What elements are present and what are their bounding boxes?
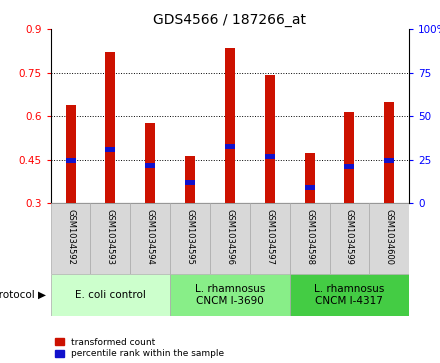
Legend: transformed count, percentile rank within the sample: transformed count, percentile rank withi… [55,338,224,359]
Bar [265,154,275,159]
Bar [225,48,235,203]
Bar [170,203,210,274]
Text: GSM1034596: GSM1034596 [225,209,235,265]
Bar [145,163,155,168]
Bar [384,158,394,163]
Bar [345,164,354,169]
Text: GSM1034598: GSM1034598 [305,209,314,265]
Bar [185,156,195,203]
Bar [250,203,290,274]
Bar [66,158,76,163]
Text: L. rhamnosus
CNCM I-4317: L. rhamnosus CNCM I-4317 [314,284,385,306]
Bar [345,112,354,203]
Title: GDS4566 / 187266_at: GDS4566 / 187266_at [154,13,306,26]
Bar [106,147,115,152]
Bar [384,102,394,203]
Bar [51,203,91,274]
Bar [185,180,195,185]
Bar [170,274,290,316]
Bar [51,274,170,316]
Bar [225,144,235,149]
Bar [210,203,250,274]
Bar [330,203,369,274]
Text: GSM1034597: GSM1034597 [265,209,274,265]
Bar [106,52,115,203]
Text: GSM1034594: GSM1034594 [146,209,155,265]
Bar [304,185,315,190]
Bar [265,75,275,203]
Bar [145,123,155,203]
Bar [304,153,315,203]
Bar [369,203,409,274]
Text: L. rhamnosus
CNCM I-3690: L. rhamnosus CNCM I-3690 [195,284,265,306]
Bar [91,203,130,274]
Text: GSM1034593: GSM1034593 [106,209,115,265]
Bar [130,203,170,274]
Text: protocol ▶: protocol ▶ [0,290,46,300]
Bar [290,203,330,274]
Text: GSM1034592: GSM1034592 [66,209,75,265]
Bar [66,105,76,203]
Text: GSM1034595: GSM1034595 [186,209,194,265]
Text: E. coli control: E. coli control [75,290,146,300]
Text: GSM1034600: GSM1034600 [385,209,394,265]
Text: GSM1034599: GSM1034599 [345,209,354,265]
Bar [290,274,409,316]
